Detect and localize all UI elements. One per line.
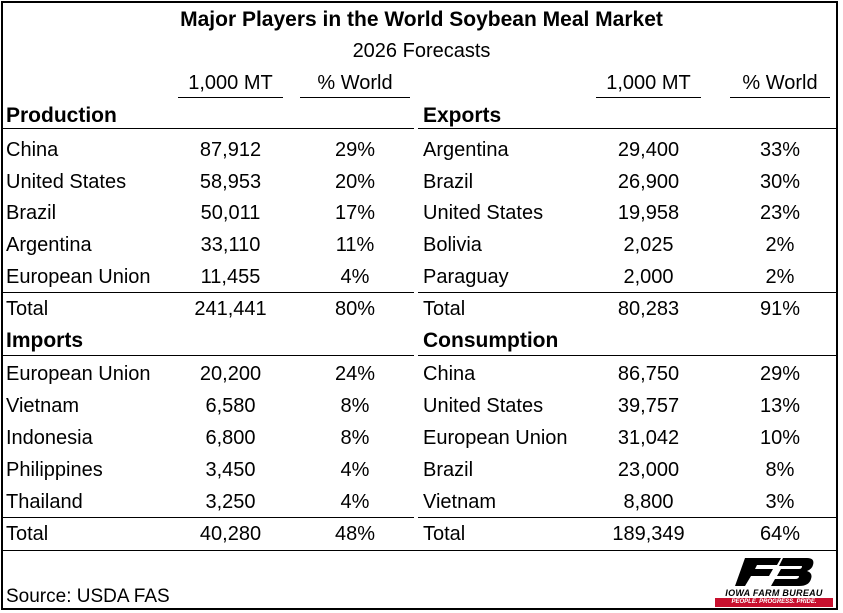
table-cell-share: 23% [759, 202, 801, 224]
total-row-label: Total [423, 298, 466, 320]
table-cell-share: 8% [340, 427, 370, 449]
exports-heading: Exports [423, 104, 502, 127]
logo-wordmark: IOWA FARM BUREAU [725, 588, 823, 598]
table-cell-share: 13% [759, 395, 801, 417]
consumption-heading: Consumption [423, 329, 559, 352]
consumption-top-rule [418, 355, 838, 356]
total-row-label: Total [6, 298, 49, 320]
table-title: Major Players in the World Soybean Meal … [180, 8, 663, 31]
left-units-header: 1,000 MT [178, 72, 283, 98]
total-row-share: 48% [334, 523, 376, 545]
table-cell-value: 19,958 [617, 202, 680, 224]
table-cell-share: 29% [334, 139, 376, 161]
imports-heading: Imports [6, 329, 84, 352]
exports-total-rule [418, 292, 838, 293]
table-cell-share: 4% [340, 459, 370, 481]
table-row-label: Indonesia [6, 427, 93, 449]
table-cell-value: 29,400 [617, 139, 680, 161]
table-row-label: Philippines [6, 459, 103, 481]
right-units-header: 1,000 MT [596, 72, 701, 98]
table-row-label: China [6, 139, 59, 161]
table-row-label: European Union [6, 363, 151, 385]
bottom-rule [2, 550, 838, 551]
exports-top-rule [418, 128, 838, 129]
table-cell-value: 3,250 [205, 491, 256, 513]
table-cell-share: 2% [765, 234, 795, 256]
table-cell-value: 50,011 [200, 202, 261, 224]
source-note: Source: USDA FAS [6, 586, 170, 607]
table-cell-share: 10% [759, 427, 801, 449]
table-cell-share: 30% [759, 171, 801, 193]
table-row-label: China [423, 363, 476, 385]
table-cell-share: 3% [765, 491, 795, 513]
table-cell-value: 6,580 [205, 395, 256, 417]
table-row-label: European Union [6, 266, 151, 288]
table-row-label: Brazil [6, 202, 57, 224]
table-cell-value: 3,450 [205, 459, 256, 481]
table-row-label: United States [6, 171, 127, 193]
logo-tagline: PEOPLE. PROGRESS. PRIDE. [715, 598, 833, 607]
production-top-rule [2, 128, 414, 129]
table-cell-value: 58,953 [199, 171, 262, 193]
table-cell-value: 87,912 [199, 139, 262, 161]
table-row-label: Brazil [423, 171, 474, 193]
table-cell-value: 39,757 [617, 395, 680, 417]
table-row-label: Brazil [423, 459, 474, 481]
table-row-label: Bolivia [423, 234, 482, 256]
total-row-label: Total [6, 523, 49, 545]
table-cell-value: 26,900 [617, 171, 680, 193]
table-row-label: Vietnam [423, 491, 497, 513]
table-cell-share: 17% [334, 202, 376, 224]
right-share-header: % World [730, 72, 830, 98]
production-heading: Production [6, 104, 117, 127]
table-cell-value: 31,042 [617, 427, 680, 449]
consumption-total-rule [418, 517, 838, 518]
total-row-label: Total [423, 523, 466, 545]
table-row-label: European Union [423, 427, 568, 449]
table-subtitle: 2026 Forecasts [352, 40, 491, 62]
total-row-share: 91% [759, 298, 801, 320]
table-cell-share: 24% [334, 363, 376, 385]
total-row-value: 241,441 [194, 298, 267, 320]
total-row-share: 64% [759, 523, 801, 545]
table-cell-share: 29% [759, 363, 801, 385]
table-cell-value: 8,800 [623, 491, 674, 513]
iowa-farm-bureau-logo: IOWA FARM BUREAU PEOPLE. PROGRESS. PRIDE… [715, 554, 833, 607]
total-row-value: 40,280 [199, 523, 262, 545]
table-cell-value: 2,025 [623, 234, 674, 256]
table-cell-value: 33,110 [200, 234, 261, 256]
table-cell-share: 4% [340, 491, 370, 513]
table-cell-share: 33% [759, 139, 801, 161]
table-cell-share: 8% [765, 459, 795, 481]
table-cell-value: 23,000 [617, 459, 680, 481]
table-cell-share: 4% [340, 266, 370, 288]
table-cell-share: 20% [334, 171, 376, 193]
table-cell-share: 11% [335, 234, 375, 256]
table-row-label: United States [423, 395, 544, 417]
table-cell-value: 6,800 [205, 427, 256, 449]
table-row-label: Paraguay [423, 266, 509, 288]
left-share-header: % World [300, 72, 410, 98]
farm-bureau-mark-icon [735, 558, 814, 586]
table-row-label: Argentina [423, 139, 509, 161]
table-row-label: Vietnam [6, 395, 80, 417]
imports-top-rule [2, 355, 414, 356]
total-row-value: 189,349 [612, 523, 685, 545]
table-row-label: Thailand [6, 491, 83, 513]
table-cell-share: 8% [340, 395, 370, 417]
imports-total-rule [2, 517, 414, 518]
table-cell-value: 20,200 [199, 363, 262, 385]
table-cell-value: 11,455 [200, 266, 261, 288]
total-row-value: 80,283 [617, 298, 680, 320]
table-cell-value: 86,750 [617, 363, 680, 385]
table-row-label: United States [423, 202, 544, 224]
table-cell-share: 2% [765, 266, 795, 288]
table-row-label: Argentina [6, 234, 92, 256]
total-row-share: 80% [334, 298, 376, 320]
production-total-rule [2, 292, 414, 293]
table-cell-value: 2,000 [623, 266, 674, 288]
